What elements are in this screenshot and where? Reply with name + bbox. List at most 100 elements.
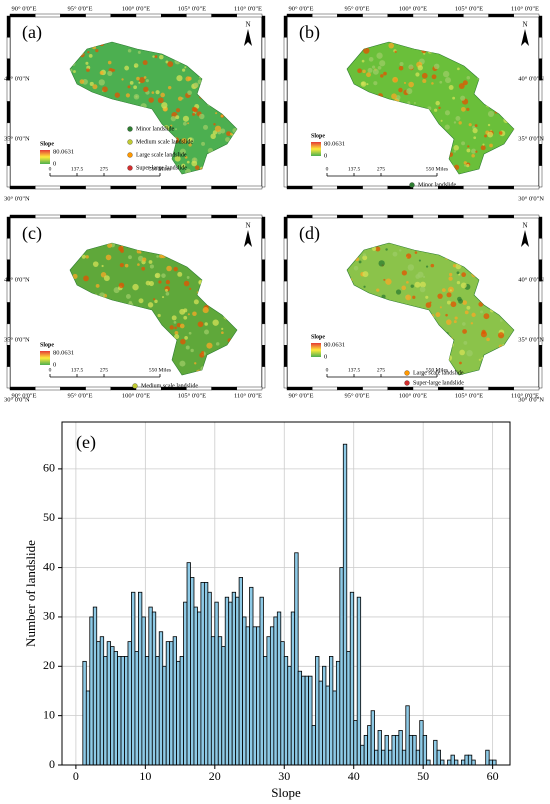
frame-tick (283, 216, 288, 239)
terrain-spot (191, 106, 197, 112)
terrain-spot (125, 93, 130, 98)
panel-label: (a) (22, 22, 42, 43)
bar (138, 591, 143, 766)
frame-tick (538, 216, 543, 239)
terrain-spot (184, 336, 188, 340)
frame-tick (538, 79, 543, 102)
terrain-spot (471, 153, 475, 158)
terrain-spot (439, 80, 443, 84)
frame-tick (60, 386, 86, 391)
frame-tick (135, 13, 162, 18)
terrain-spot (405, 294, 412, 301)
terrain-spot (212, 319, 219, 326)
terrain-spot (137, 255, 144, 262)
scale-label: 0 (326, 367, 329, 373)
bar (186, 562, 191, 766)
frame-tick (6, 345, 11, 367)
terrain-spot (422, 275, 426, 278)
terrain-spot (444, 124, 450, 130)
terrain-spot (414, 251, 418, 254)
legend-dot (127, 139, 133, 145)
frame-tick (6, 366, 11, 389)
terrain-spot (395, 95, 401, 100)
terrain-spot (221, 327, 224, 330)
terrain-spot (72, 273, 78, 279)
frame-tick (538, 37, 543, 59)
longitude-label: 110° 0'0"E (234, 5, 262, 12)
frame-tick (488, 185, 515, 190)
latitude-label: 40° 0'0"N (518, 75, 544, 82)
terrain-spot (377, 65, 382, 70)
terrain-spot (472, 128, 478, 134)
terrain-spot (441, 288, 446, 293)
bar (235, 596, 240, 766)
bar (426, 759, 431, 766)
bar (252, 626, 257, 766)
frame-tick (513, 13, 540, 18)
frame-tick (283, 345, 288, 367)
terrain-spot (86, 68, 90, 72)
terrain-spot (191, 160, 198, 167)
bar (169, 641, 174, 766)
frame-tick (283, 238, 288, 260)
terrain-spot (405, 253, 412, 259)
legend-dot (127, 152, 133, 158)
bar (287, 665, 292, 766)
longitude-label: 100° 0'0"E (399, 5, 427, 12)
y-tick-label: 50 (43, 510, 55, 524)
slope-max: 80.0631 (324, 341, 345, 348)
bar (120, 656, 125, 766)
terrain-spot (410, 284, 414, 288)
terrain-spot (459, 361, 462, 365)
terrain-spot (391, 93, 397, 100)
x-tick-label: 60 (487, 769, 499, 783)
terrain-spot (487, 131, 494, 138)
bar (179, 656, 184, 766)
frame-tick (261, 58, 266, 81)
frame-tick (160, 214, 187, 219)
frame-tick (437, 386, 464, 391)
scale-label: 0 (49, 367, 52, 373)
frame-tick (6, 37, 11, 59)
terrain-spot (473, 136, 477, 140)
terrain-spot (362, 69, 366, 74)
terrain-spot (175, 108, 181, 113)
terrain-spot (177, 164, 180, 167)
terrain-spot (408, 64, 414, 70)
terrain-spot (165, 279, 171, 285)
terrain-spot (394, 50, 397, 54)
bar (190, 577, 195, 766)
terrain-spot (484, 134, 488, 138)
latitude-label: 40° 0'0"N (4, 276, 30, 283)
scale-label: 137.5 (71, 367, 84, 373)
terrain-spot (379, 60, 386, 67)
latitude-label: 40° 0'0"N (4, 75, 30, 82)
terrain-spot (435, 312, 441, 318)
scale-label: 275 (377, 166, 386, 172)
terrain-spot (407, 264, 415, 271)
terrain-spot (162, 296, 165, 299)
frame-tick (463, 214, 489, 219)
bar (384, 734, 389, 766)
terrain-spot (125, 293, 131, 299)
terrain-spot (185, 345, 190, 350)
terrain-spot (174, 155, 181, 162)
bar (82, 660, 87, 766)
scale-label: 0 (49, 166, 52, 172)
longitude-label: 90° 0'0"E (288, 5, 313, 12)
bar (165, 641, 171, 766)
terrain-spot (165, 292, 170, 296)
terrain-spot (459, 349, 465, 356)
terrain-spot (83, 275, 89, 282)
bar (99, 636, 105, 766)
terrain-spot (408, 81, 414, 88)
x-tick-label: 50 (417, 769, 429, 783)
frame-tick (6, 216, 11, 239)
terrain-spot (183, 280, 190, 287)
frame-tick (283, 122, 288, 145)
terrain-spot (466, 107, 470, 111)
slope-min: 0 (53, 361, 56, 368)
terrain-spot (466, 163, 470, 168)
legend-dot (404, 370, 410, 376)
bar (339, 567, 344, 766)
